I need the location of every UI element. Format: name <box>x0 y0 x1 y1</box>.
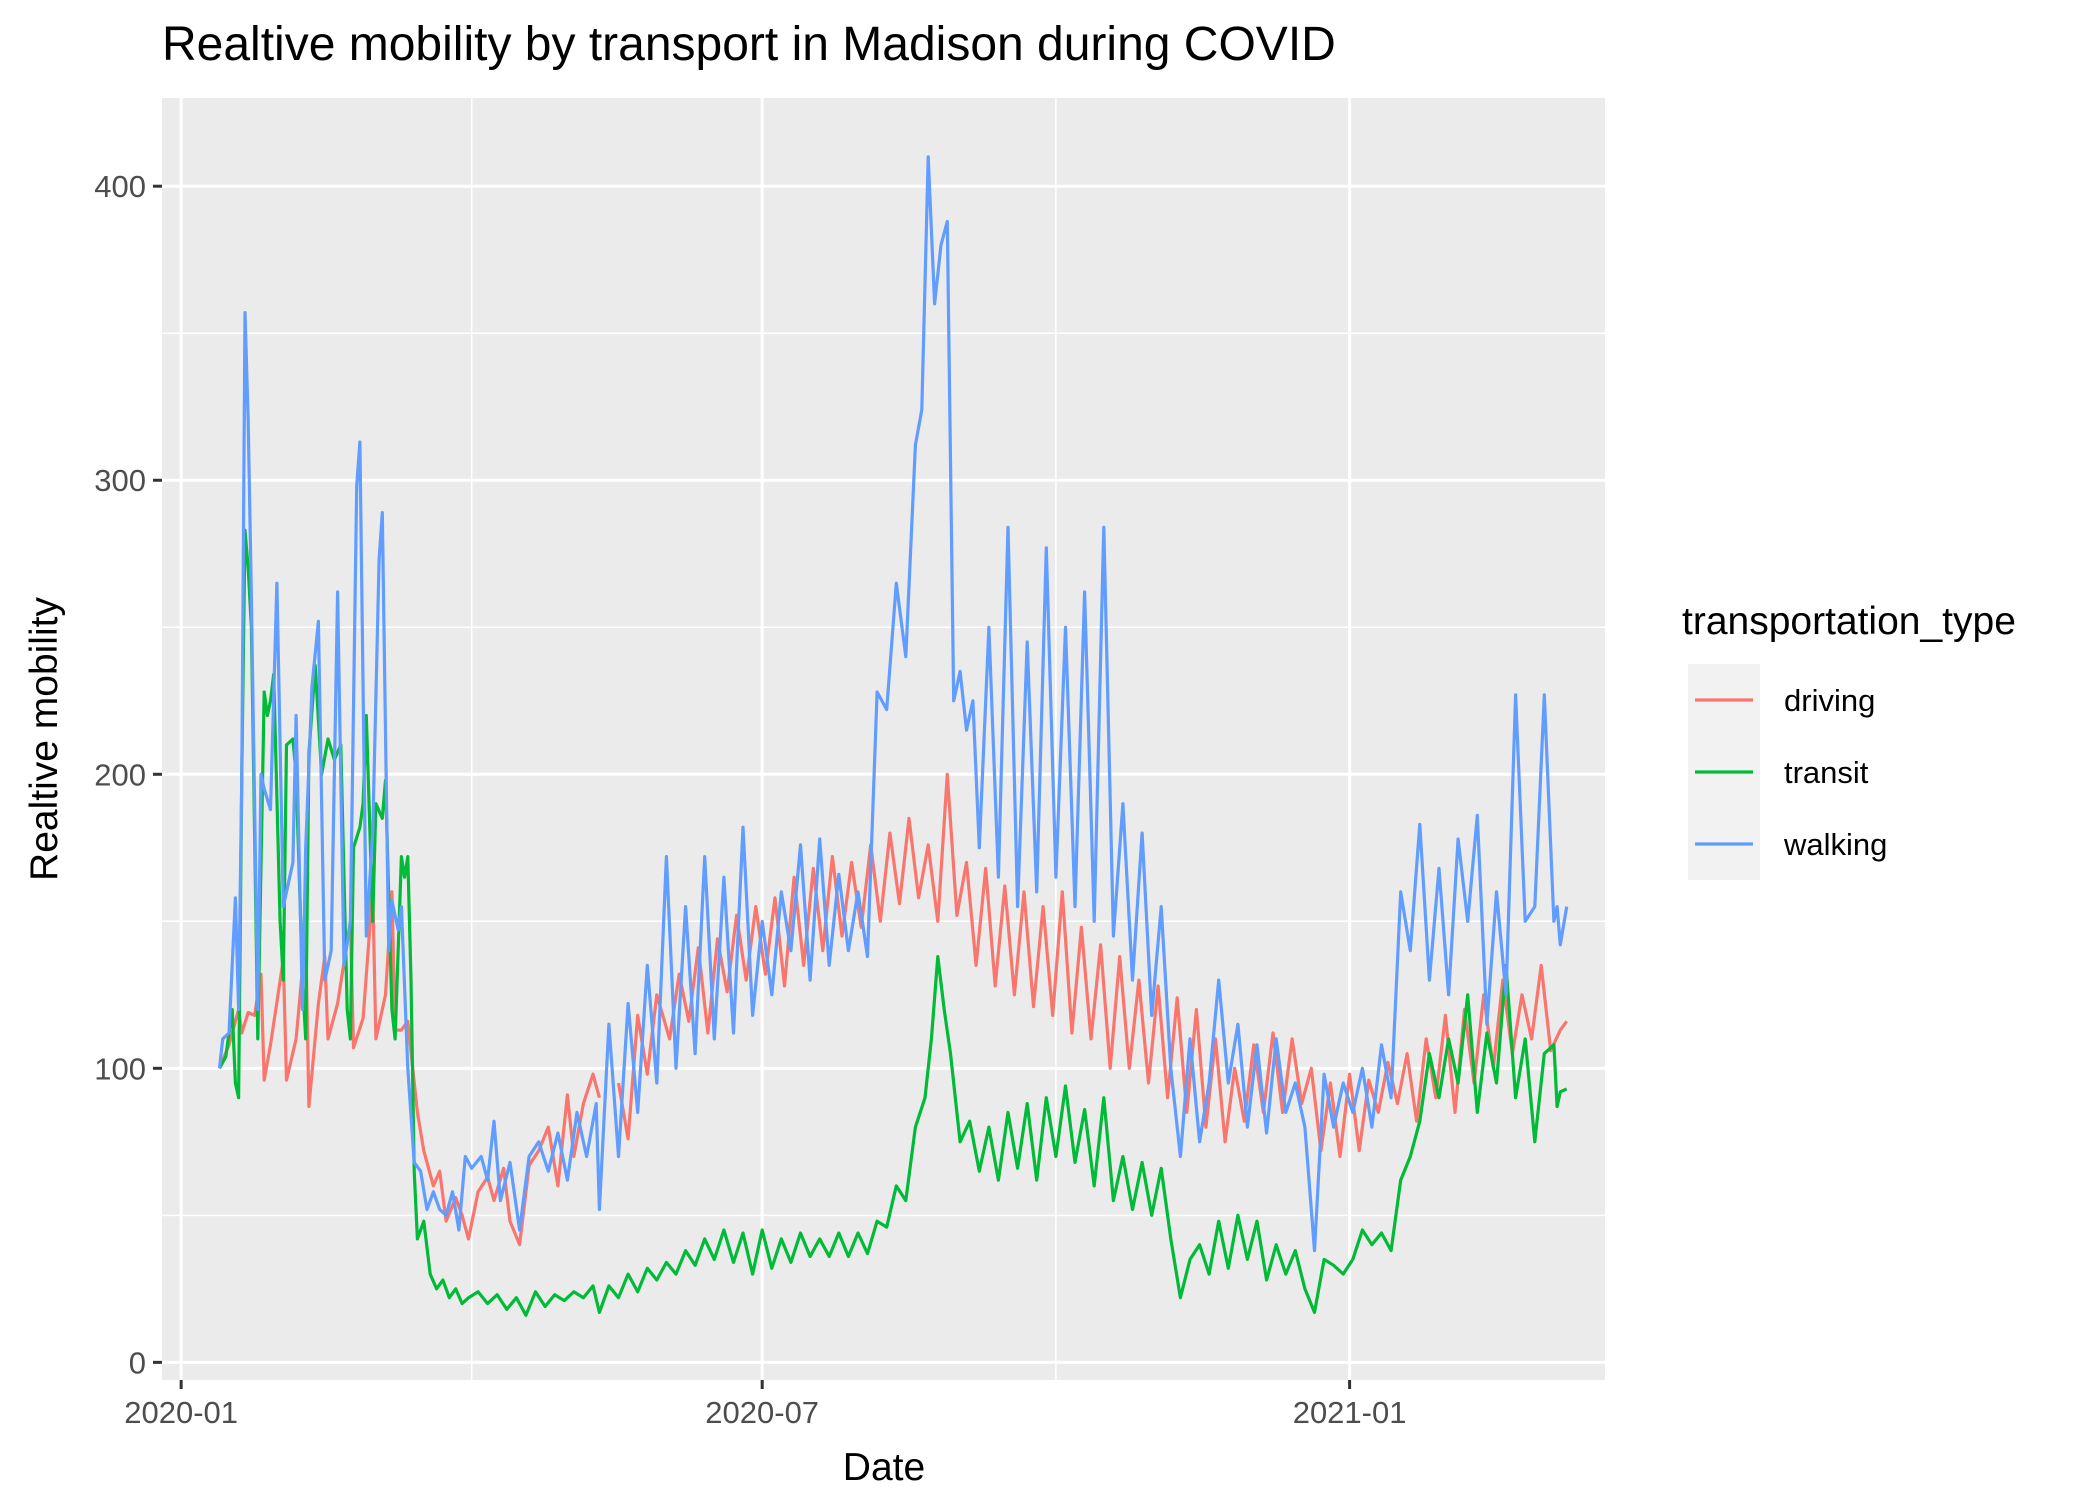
x-tick-label: 2020-07 <box>705 1395 819 1430</box>
y-axis-title: Realtive mobility <box>23 597 66 881</box>
y-tick-label: 0 <box>129 1345 146 1380</box>
legend-title: transportation_type <box>1682 600 2016 643</box>
legend-items: driving transit walking <box>1695 683 1887 862</box>
series-line-transit <box>218 528 1568 1317</box>
y-axis: 0 100 200 300 400 <box>94 169 162 1380</box>
plot-panel <box>162 98 1605 1380</box>
y-tick-label: 100 <box>94 1051 146 1086</box>
chart-title: Realtive mobility by transport in Madiso… <box>162 18 1336 71</box>
legend: transportation_type driving transit walkin… <box>1682 600 2016 880</box>
x-axis-title: Date <box>843 1446 925 1489</box>
x-axis: 2020-01 2020-07 2021-01 <box>124 1380 1406 1430</box>
legend-label-transit: transit <box>1784 755 1869 790</box>
x-tick-label: 2020-01 <box>124 1395 238 1430</box>
series-line-walking <box>217 155 1569 1253</box>
y-tick-label: 200 <box>94 757 146 792</box>
y-tick-label: 300 <box>94 463 146 498</box>
y-tick-label: 400 <box>94 169 146 204</box>
legend-label-driving: driving <box>1784 683 1875 718</box>
x-tick-label: 2021-01 <box>1293 1395 1407 1430</box>
series-lines <box>217 155 1569 1317</box>
legend-label-walking: walking <box>1783 827 1887 862</box>
major-gridlines <box>162 98 1605 1380</box>
